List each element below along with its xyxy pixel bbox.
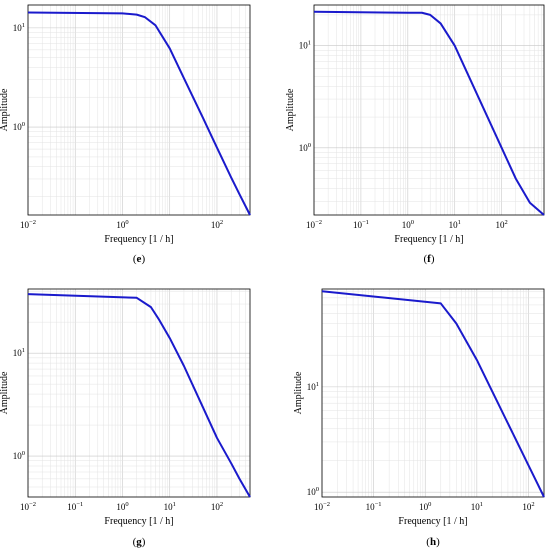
grid-e [27,5,251,215]
x-axis-label: Frequency [1 / h] [398,516,467,527]
x-tick-label: 101 [449,219,461,230]
x-tick-label: 100 [402,219,414,230]
y-tick-label: 100 [299,142,311,153]
x-tick-label: 100 [116,219,128,230]
x-tick-label: 102 [496,219,508,230]
y-tick-label: 101 [13,22,25,33]
y-tick-label: 100 [307,486,319,497]
x-tick-label: 102 [211,501,223,512]
grid-g [27,289,251,498]
x-axis-label: Frequency [1 / h] [104,234,173,245]
x-tick-label: 10−1 [67,501,83,512]
y-axis-label: Amplitude [0,371,10,414]
y-axis-label: Amplitude [293,371,304,414]
x-tick-label: 100 [116,501,128,512]
x-tick-label: 102 [522,501,534,512]
chart-panel-f: 10−2 10−1 100 101 102 100 101 Frequency [1 / h]… [285,4,545,265]
chart-panel-e: 10−2 100 102 100 101 Frequency [1 / h] Amplitu… [0,4,251,265]
series-line-f [313,10,545,216]
x-tick-label: 10−2 [20,219,36,230]
chart-panel-h: 10−2 10−1 100 101 102 100 101 Frequency [1 / h]… [293,288,545,548]
x-axis-label: Frequency [1 / h] [104,516,173,527]
plot-frame-f [313,4,545,216]
series-line-h [321,290,545,498]
x-tick-label: 10−2 [306,219,322,230]
panel-label-e: (e) [133,253,146,265]
x-tick-label: 100 [419,501,431,512]
series-line-g [27,293,251,498]
plot-frame-e [27,4,251,216]
y-tick-label: 101 [307,381,319,392]
y-tick-label: 101 [13,347,25,358]
panel-label-f: (f) [423,253,434,265]
chart-panel-g: 10−2 10−1 100 101 102 100 101 Frequency [1 / h]… [0,288,251,548]
x-axis-label: Frequency [1 / h] [394,234,463,245]
series-line-e [27,11,251,216]
grid-f [313,5,545,215]
panel-label-h: (h) [426,536,440,548]
x-tick-label: 10−1 [353,219,369,230]
panel-label-g: (g) [133,536,146,548]
x-tick-label: 101 [164,501,176,512]
y-axis-label: Amplitude [285,88,296,131]
y-tick-label: 100 [13,450,25,461]
grid-h [321,289,545,498]
x-tick-label: 102 [211,219,223,230]
x-tick-label: 10−2 [20,501,36,512]
plot-frame-g [27,288,251,498]
x-tick-label: 10−1 [366,501,382,512]
y-tick-label: 101 [299,40,311,51]
plot-frame-h [321,288,545,498]
x-tick-label: 10−2 [314,501,330,512]
y-axis-label: Amplitude [0,88,10,131]
y-tick-label: 100 [13,121,25,132]
x-tick-label: 101 [471,501,483,512]
